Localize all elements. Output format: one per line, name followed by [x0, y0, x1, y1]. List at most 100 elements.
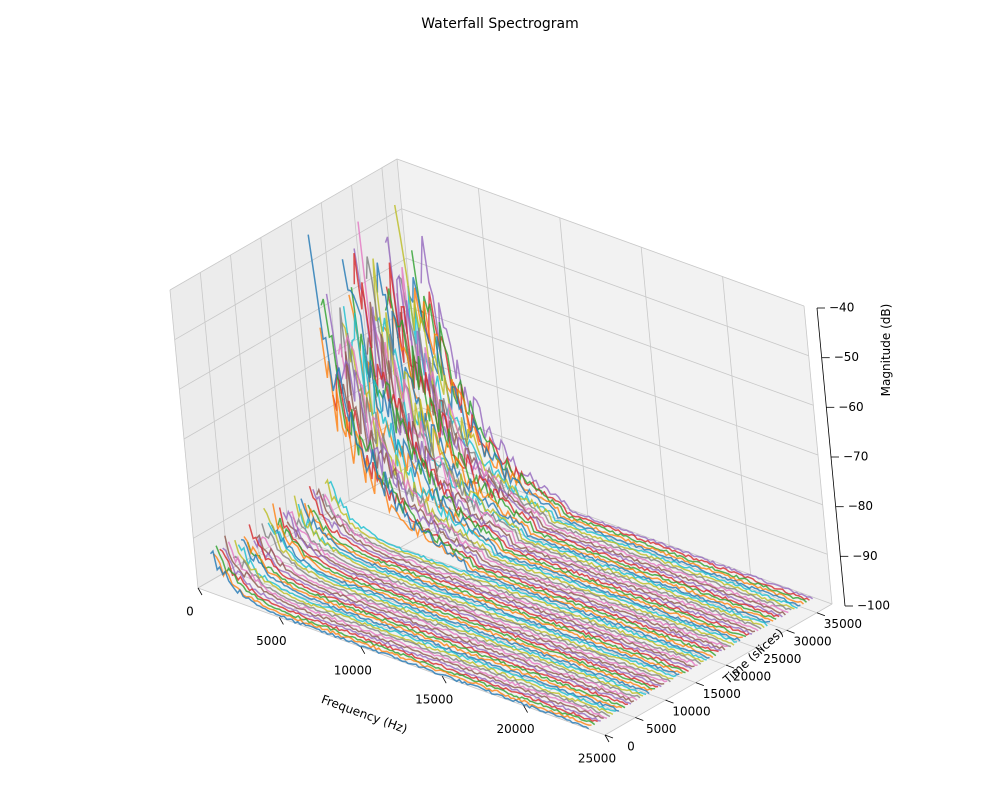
grid-line: [415, 357, 823, 506]
x-tick-label: 10000: [334, 663, 372, 677]
grid-line: [169, 158, 398, 291]
x-tick-label: 15000: [415, 693, 453, 707]
tick-mark: [197, 587, 203, 596]
spectrum-line: [263, 507, 644, 697]
spectrum-line: [353, 252, 750, 636]
chart-title: Waterfall Spectrogram: [421, 16, 579, 32]
spectrum-series: [209, 204, 814, 730]
tick-mark: [725, 664, 735, 669]
x-tick-label: 20000: [497, 722, 535, 736]
spectrum-line: [292, 516, 671, 683]
spectrum-line: [357, 221, 759, 632]
y-tick-label: 35000: [824, 617, 862, 631]
spectrum-line: [409, 277, 801, 607]
spectrum-line: [253, 536, 632, 705]
axis-ticks: 0 5000 10000 15000 20000 25000 0 5000 10000 15000…: [186, 301, 890, 766]
spectrum-line: [300, 498, 680, 676]
x-axis-label: Frequency (Hz): [319, 692, 409, 736]
grid-line: [396, 158, 805, 307]
spectrum-line: [215, 545, 596, 726]
spectrum-line: [319, 493, 698, 667]
tick-mark: [279, 617, 284, 625]
spectrum-line: [246, 541, 626, 709]
spectrum-line: [293, 495, 674, 680]
spectrum-line: [327, 480, 707, 661]
spectrum-line: [376, 262, 771, 624]
y-tick-label: 25000: [763, 652, 801, 666]
tick-mark: [816, 612, 826, 617]
y-tick-label: 20000: [733, 670, 771, 684]
grid-line: [179, 257, 407, 390]
tick-mark: [635, 717, 644, 721]
spectrum-line: [307, 234, 710, 659]
spectrum-line: [385, 262, 780, 618]
spectrum-line: [248, 524, 628, 706]
spectrum-line: [256, 533, 635, 703]
z-axis-label: Magnitude (dB): [879, 304, 893, 397]
spectrum-line: [307, 504, 686, 674]
spectrum-line: [320, 298, 717, 657]
tick-mark: [786, 629, 795, 634]
z-tick-label: −50: [834, 350, 859, 364]
spectrum-line: [348, 294, 743, 639]
z-tick-label: −80: [848, 499, 873, 513]
spectrum-line: [270, 524, 650, 695]
spectrum-line: [410, 250, 807, 603]
y-tick-label: 30000: [794, 635, 832, 649]
grid-line: [183, 307, 412, 440]
spectrum-line: [350, 287, 747, 638]
grid-line: [410, 307, 819, 456]
grid-line: [604, 603, 833, 736]
spectrum-line: [224, 535, 604, 719]
spectrum-line: [272, 503, 653, 692]
tick-mark: [604, 734, 610, 743]
spectrum-line: [332, 373, 719, 653]
spectrum-line: [393, 204, 795, 610]
x-tick-label: 5000: [256, 634, 287, 648]
spectrum-line: [319, 327, 714, 659]
spectrum-line: [261, 523, 641, 699]
tick-mark: [756, 647, 765, 652]
x-tick-label: 25000: [578, 752, 616, 766]
spectrum-line: [237, 544, 616, 712]
z-tick-label: −40: [829, 301, 854, 315]
spectrum-line: [376, 316, 768, 627]
grid-line: [406, 257, 814, 406]
axis-panes: [169, 158, 833, 736]
grid-line: [420, 406, 828, 555]
spectrum-line: [341, 259, 741, 642]
spectrum-line: [420, 291, 810, 601]
spectrum-line: [308, 485, 689, 673]
grid-line: [193, 406, 421, 539]
grid-line: [174, 208, 402, 341]
spectrum-line: [383, 310, 774, 622]
spectrum-line: [282, 509, 662, 688]
spectrum-line: [324, 478, 704, 663]
spectrum-line: [322, 493, 702, 665]
spectrum-line: [303, 503, 683, 674]
z-tick-label: −90: [852, 549, 877, 563]
spectrum-line: [240, 538, 620, 712]
spectrum-line: [316, 487, 695, 668]
y-tick-label: 10000: [672, 705, 710, 719]
spectrum-line: [366, 301, 756, 633]
spectrum-line: [289, 510, 668, 683]
y-tick-label: 15000: [703, 687, 741, 701]
spectrum-line: [413, 287, 805, 605]
spectrum-line: [234, 539, 614, 716]
tick-mark: [523, 705, 528, 713]
spectrum-line: [232, 555, 611, 718]
z-tick-label: −60: [838, 400, 863, 414]
spectrum-line: [222, 547, 601, 722]
spectrum-line: [209, 549, 590, 730]
spectrum-line: [325, 293, 722, 652]
spectrum-line: [297, 503, 677, 678]
spectrum-line: [278, 507, 659, 688]
tick-mark: [604, 734, 614, 739]
z-tick-label: −100: [857, 599, 890, 613]
tick-mark: [441, 676, 447, 684]
tick-mark: [695, 682, 704, 686]
spectrum-line: [277, 517, 656, 690]
